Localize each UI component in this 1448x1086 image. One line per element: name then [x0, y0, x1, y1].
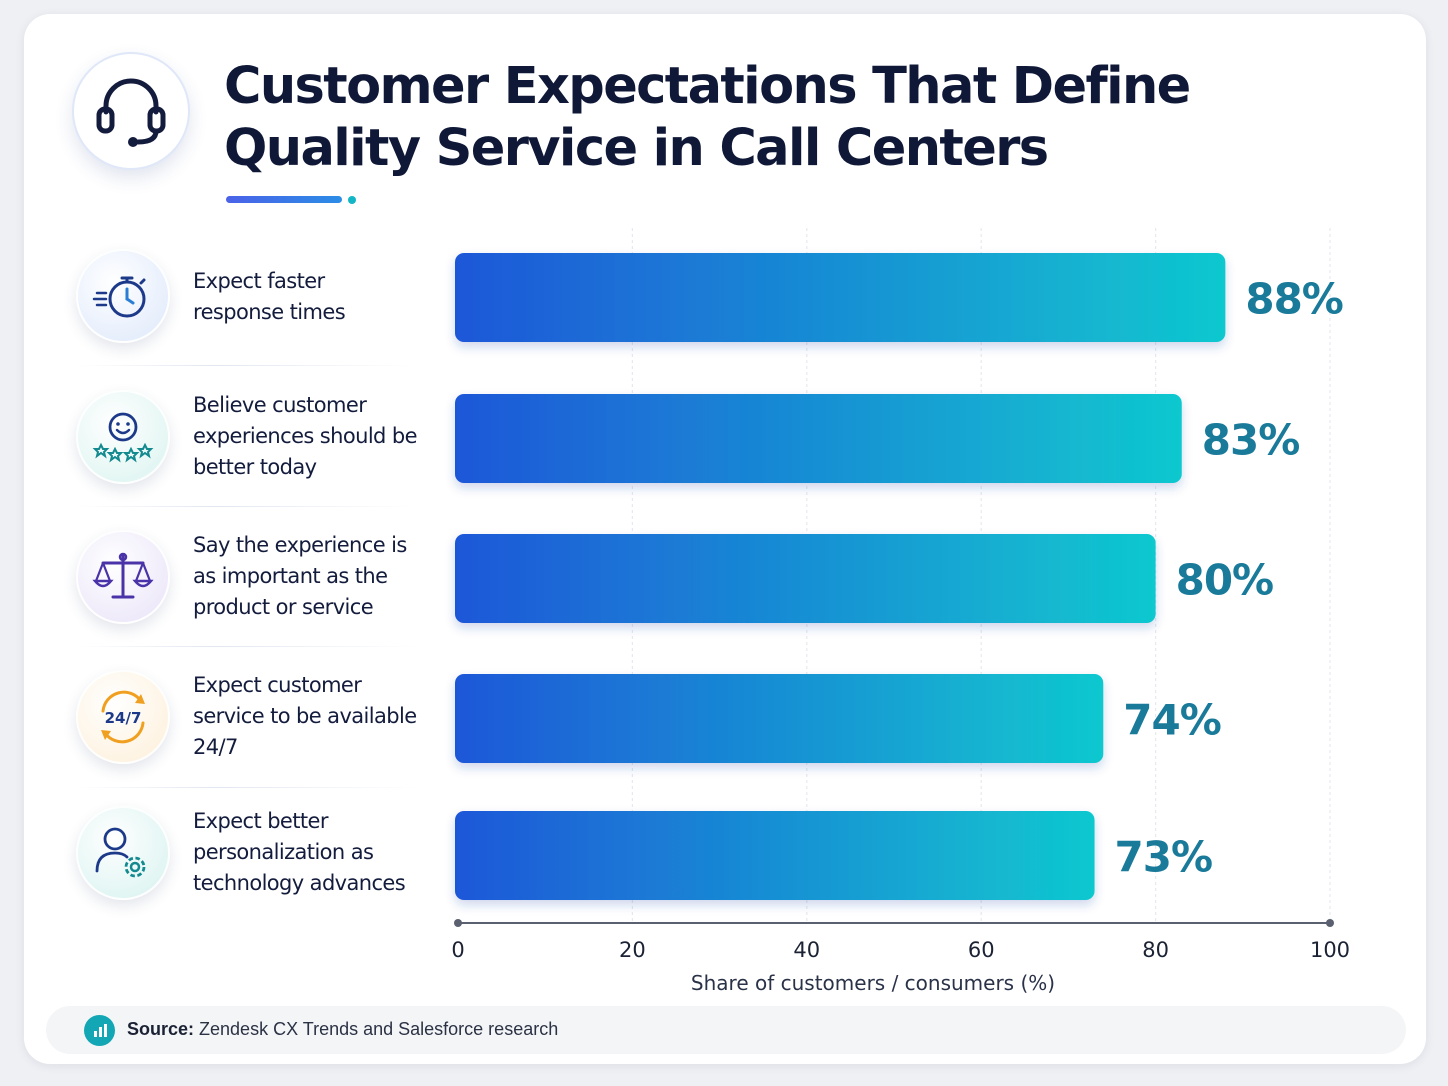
bar [455, 253, 1226, 342]
bar-chart: 88% 83% 80% 74% 73% 0 20 40 60 80 100 Share of cu… [451, 228, 1350, 995]
source-value: Zendesk CX Trends and Salesforce researc… [194, 1019, 559, 1039]
row-label-4: Expect customer service to be available … [193, 670, 438, 763]
stopwatch-icon [92, 276, 146, 318]
bar-chart-icon [84, 1015, 115, 1046]
balance-scale-icon [92, 552, 154, 599]
x-axis-endpoint [1326, 919, 1334, 927]
user-gear-icon [95, 827, 146, 878]
stopwatch-icon-badge [76, 249, 170, 343]
row-label-1: Expect faster response times [193, 266, 438, 328]
row-label-5: Expect better personalization as technol… [193, 806, 438, 899]
x-axis-endpoint [454, 919, 462, 927]
title-accent-bar [226, 196, 342, 203]
row-label-line: as important as the [193, 564, 388, 588]
value-label: 83% [1202, 416, 1300, 465]
row-label-line: personalization as [193, 840, 374, 864]
value-label: 74% [1123, 696, 1221, 745]
row-label-3: Say the experience is as important as th… [193, 530, 438, 623]
title-line-2: Quality Service in Call Centers [224, 119, 1049, 178]
row-label-line: Expect faster [193, 269, 325, 293]
row-label-line: product or service [193, 595, 374, 619]
source-text: Source: Zendesk CX Trends and Salesforce… [127, 1019, 558, 1040]
title-accent-dot [348, 196, 356, 204]
source-footer: Source: Zendesk CX Trends and Salesforce… [46, 1006, 1406, 1054]
row-divider [78, 646, 418, 647]
row-label-line: Believe customer [193, 393, 367, 417]
x-tick-label: 40 [793, 938, 820, 962]
row-label-line: response times [193, 300, 346, 324]
x-tick-label: 80 [1142, 938, 1169, 962]
row-label-line: better today [193, 455, 317, 479]
source-label: Source: [127, 1019, 195, 1039]
row-divider [78, 787, 418, 788]
x-tick-label: 100 [1310, 938, 1350, 962]
bar [455, 674, 1104, 763]
row-label-line: Expect customer [193, 673, 362, 697]
x-axis-label: Share of customers / consumers (%) [691, 971, 1055, 995]
x-tick-label: 60 [968, 938, 995, 962]
headset-icon [96, 78, 166, 147]
clock-24-7-icon-badge: 24/7 [76, 670, 170, 764]
smiley-stars-icon [92, 412, 154, 463]
bar [455, 394, 1182, 483]
value-label: 80% [1176, 556, 1274, 605]
balance-scale-icon-badge [76, 530, 170, 624]
title-line-1: Customer Expectations That Define [224, 57, 1191, 116]
clock-24-7-icon: 24/7 [101, 690, 145, 744]
row-divider [78, 506, 418, 507]
row-divider [78, 365, 418, 366]
header-icon-badge [72, 52, 190, 170]
user-gear-icon-badge [76, 806, 170, 900]
svg-text:24/7: 24/7 [105, 709, 142, 727]
row-label-2: Believe customer experiences should be b… [193, 390, 438, 483]
row-label-line: 24/7 [193, 735, 238, 759]
row-label-line: Expect better [193, 809, 328, 833]
value-label: 73% [1115, 833, 1213, 882]
x-tick-label: 0 [451, 938, 464, 962]
row-label-line: service to be available [193, 704, 417, 728]
value-label: 88% [1245, 275, 1343, 324]
page-title: Customer Expectations That Define Qualit… [224, 56, 1224, 180]
row-label-line: technology advances [193, 871, 406, 895]
bar [455, 534, 1156, 623]
row-label-line: Say the experience is [193, 533, 407, 557]
x-tick-label: 20 [619, 938, 646, 962]
row-label-line: experiences should be [193, 424, 418, 448]
bar [455, 811, 1095, 900]
smiley-stars-icon-badge [76, 390, 170, 484]
